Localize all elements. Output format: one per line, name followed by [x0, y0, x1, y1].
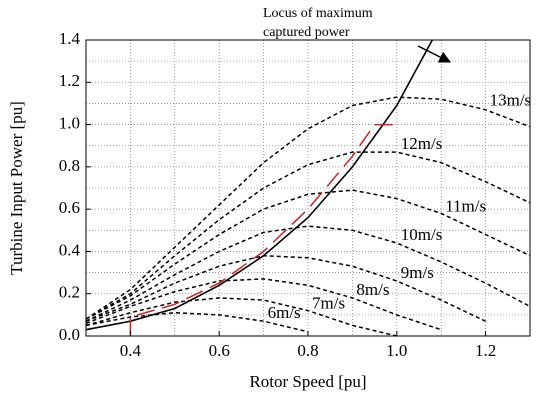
series-label: 6m/s	[268, 303, 301, 322]
y-tick-label: 0.8	[59, 156, 80, 175]
x-tick-label: 0.8	[297, 341, 318, 360]
y-tick-label: 1.4	[59, 29, 81, 48]
series-label: 11m/s	[445, 196, 486, 215]
annotation: captured power	[263, 25, 350, 40]
annotation: Locus of maximum	[263, 6, 373, 21]
series-line	[85, 189, 531, 320]
plot	[85, 39, 531, 337]
y-tick-label: 0.4	[59, 240, 81, 259]
y-tick-label: 1.2	[59, 71, 80, 90]
series-line	[85, 39, 434, 331]
series-label: 9m/s	[401, 263, 434, 282]
x-tick-label: 0.6	[209, 341, 230, 360]
series-line	[129, 123, 397, 336]
grid	[85, 39, 531, 337]
series-line	[85, 311, 309, 333]
x-axis-label: Rotor Speed [pu]	[249, 372, 366, 391]
x-tick-label: 1.0	[386, 341, 407, 360]
y-tick-label: 0.6	[59, 198, 80, 217]
y-tick-label: 0.2	[59, 283, 80, 302]
series-line	[85, 278, 442, 331]
x-tick-label: 0.4	[120, 341, 142, 360]
series-label: 7m/s	[312, 294, 345, 313]
series-line	[85, 225, 531, 322]
series-label: 12m/s	[401, 134, 443, 153]
series-line	[85, 151, 531, 320]
annotation-arrow	[417, 45, 452, 63]
series-line	[85, 254, 486, 322]
x-tick-label: 1.2	[475, 341, 496, 360]
series-label: 13m/s	[490, 91, 532, 110]
series-label: 8m/s	[356, 280, 389, 299]
y-tick-label: 1.0	[59, 113, 80, 132]
series-line	[85, 96, 531, 320]
y-axis-label: Turbine Input Power [pu]	[7, 101, 26, 275]
series-label: 10m/s	[401, 225, 443, 244]
y-tick-label: 0.0	[59, 325, 80, 344]
